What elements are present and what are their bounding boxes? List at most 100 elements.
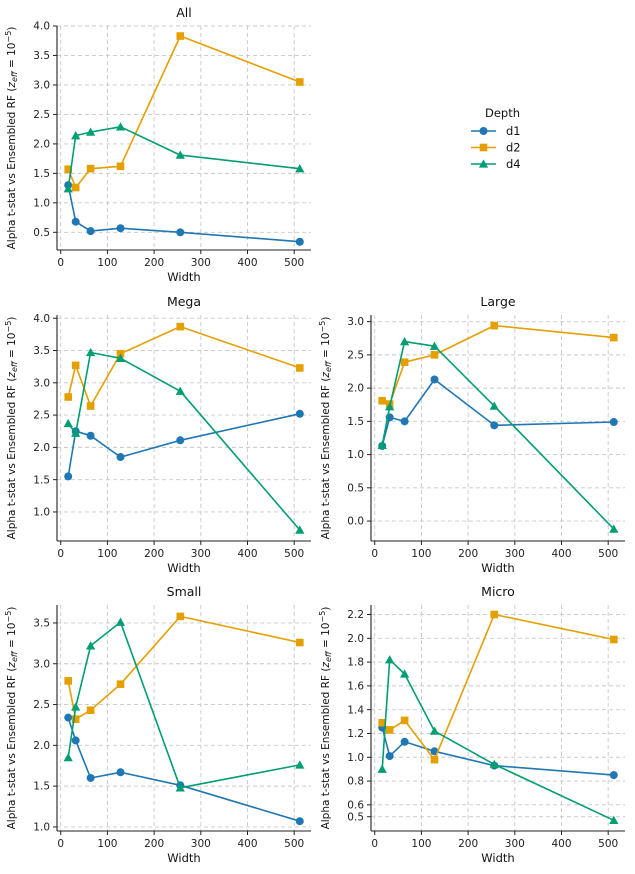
data-point-d4 — [115, 617, 126, 626]
x-tick-label: 0 — [371, 838, 378, 850]
y-tick-label: 3.0 — [33, 658, 50, 670]
x-tick-label: 200 — [458, 838, 478, 850]
x-tick-label: 300 — [191, 548, 211, 560]
data-point-d4 — [175, 386, 185, 395]
data-point-d4 — [295, 525, 305, 534]
y-tick-label: 2.0 — [347, 633, 364, 645]
series-line-d2 — [67, 615, 300, 721]
x-tick-label: 200 — [144, 548, 164, 560]
data-point-d1 — [116, 768, 125, 777]
x-axis-label: Width — [167, 561, 200, 575]
x-tick-label: 100 — [411, 548, 431, 560]
y-tick-label: 0.5 — [347, 482, 364, 494]
series-line-d1 — [381, 378, 614, 447]
data-point-d2 — [71, 361, 80, 370]
legend-title: Depth — [485, 106, 520, 120]
x-axis-label: Width — [167, 851, 200, 865]
data-point-d2 — [176, 322, 185, 331]
data-point-d4 — [609, 815, 619, 824]
x-tick-label: 300 — [505, 838, 525, 850]
data-point-d2 — [295, 364, 304, 372]
data-point-d2 — [116, 162, 125, 171]
y-tick-label: 1.0 — [347, 752, 364, 764]
y-tick-label: 2.0 — [33, 740, 50, 752]
data-point-d1 — [295, 237, 304, 246]
y-tick-label: 0.6 — [347, 799, 364, 811]
data-point-d1 — [295, 409, 304, 418]
y-tick-label: 3.0 — [33, 377, 50, 389]
y-tick-label: 1.5 — [33, 168, 50, 180]
legend-marker-d1 — [479, 127, 488, 135]
data-point-d1 — [176, 436, 185, 445]
data-point-d2 — [86, 164, 95, 173]
y-axis-label: Alpha t-stat vs Ensembled RF (zeff = 10−… — [4, 607, 19, 830]
series-line-d4 — [381, 658, 615, 822]
data-point-d2 — [86, 402, 95, 410]
series-line-d1 — [67, 717, 301, 822]
y-tick-label: 1.8 — [347, 657, 364, 669]
chart-title: Small — [167, 584, 202, 599]
data-point-d4 — [377, 440, 387, 449]
data-point-d1 — [385, 752, 394, 761]
x-tick-label: 0 — [371, 548, 378, 560]
x-tick-label: 200 — [144, 838, 164, 850]
series-line-d1 — [67, 413, 300, 477]
x-tick-label: 300 — [505, 548, 525, 560]
y-tick-label: 1.0 — [33, 822, 50, 834]
x-tick-label: 500 — [284, 838, 304, 850]
x-tick-label: 500 — [284, 548, 304, 560]
y-tick-label: 1.0 — [33, 197, 50, 209]
data-point-d1 — [71, 736, 80, 745]
chart-title: Large — [480, 294, 515, 309]
data-point-d2 — [378, 718, 387, 727]
y-tick-label: 0.0 — [347, 516, 364, 528]
data-point-d2 — [176, 612, 185, 621]
data-point-d2 — [609, 333, 618, 342]
y-tick-label: 2.5 — [33, 109, 50, 121]
data-point-d2 — [71, 715, 80, 724]
y-tick-label: 1.5 — [33, 781, 50, 793]
data-point-d4 — [377, 764, 387, 773]
y-axis-label: Alpha t-stat vs Ensembled RF (zeff = 10−… — [318, 317, 333, 540]
data-point-d2 — [378, 396, 387, 405]
legend: Depth d1 d2 d4 — [471, 106, 521, 171]
y-axis-label: Alpha t-stat vs Ensembled RF (zeff = 10−… — [318, 607, 333, 830]
y-tick-label: 1.5 — [347, 416, 364, 428]
x-tick-label: 400 — [237, 257, 257, 269]
legend-marker-d4 — [478, 159, 489, 168]
data-point-d4 — [115, 122, 126, 131]
x-tick-label: 0 — [57, 548, 64, 560]
y-axis-label: Alpha t-stat vs Ensembled RF (zeff = 10−… — [4, 317, 19, 540]
x-tick-label: 100 — [97, 257, 117, 269]
y-tick-label: 4.0 — [33, 313, 50, 325]
chart-panel-mega: 0 100 200 300 400 500 1.0 1.5 2.0 2.5 3.0 3.5 4.0 Meg… — [4, 294, 311, 575]
y-tick-label: 2.5 — [33, 699, 50, 711]
data-point-d4 — [86, 347, 96, 357]
series-line-d4 — [381, 340, 615, 530]
data-point-d4 — [429, 341, 440, 350]
x-tick-label: 300 — [191, 838, 211, 850]
chart-panel-large: 0 100 200 300 400 500 0.0 0.5 1.0 1.5 2.0 2.5 3.0 Lar… — [318, 294, 625, 575]
data-point-d1 — [400, 737, 409, 746]
y-tick-label: 3.5 — [33, 345, 50, 357]
data-point-d1 — [295, 817, 304, 826]
series-line-d1 — [381, 727, 614, 776]
chart-title: Mega — [167, 294, 201, 309]
y-tick-label: 0.8 — [347, 776, 364, 788]
legend-label-d1: d1 — [506, 124, 521, 138]
chart-title: Micro — [481, 584, 515, 599]
x-tick-label: 400 — [237, 838, 257, 850]
data-point-d2 — [116, 680, 125, 688]
legend-label-d2: d2 — [506, 141, 521, 155]
legend-label-d4: d4 — [506, 157, 521, 171]
data-point-d4 — [175, 150, 185, 159]
data-point-d4 — [429, 726, 440, 735]
data-point-d2 — [385, 726, 394, 734]
series-line-d2 — [381, 613, 614, 761]
y-tick-label: 2.5 — [347, 349, 364, 361]
data-point-d2 — [71, 183, 80, 192]
data-point-d1 — [116, 224, 125, 233]
x-axis-label: Width — [481, 561, 514, 575]
data-point-d1 — [430, 375, 439, 384]
data-point-d2 — [430, 755, 439, 764]
